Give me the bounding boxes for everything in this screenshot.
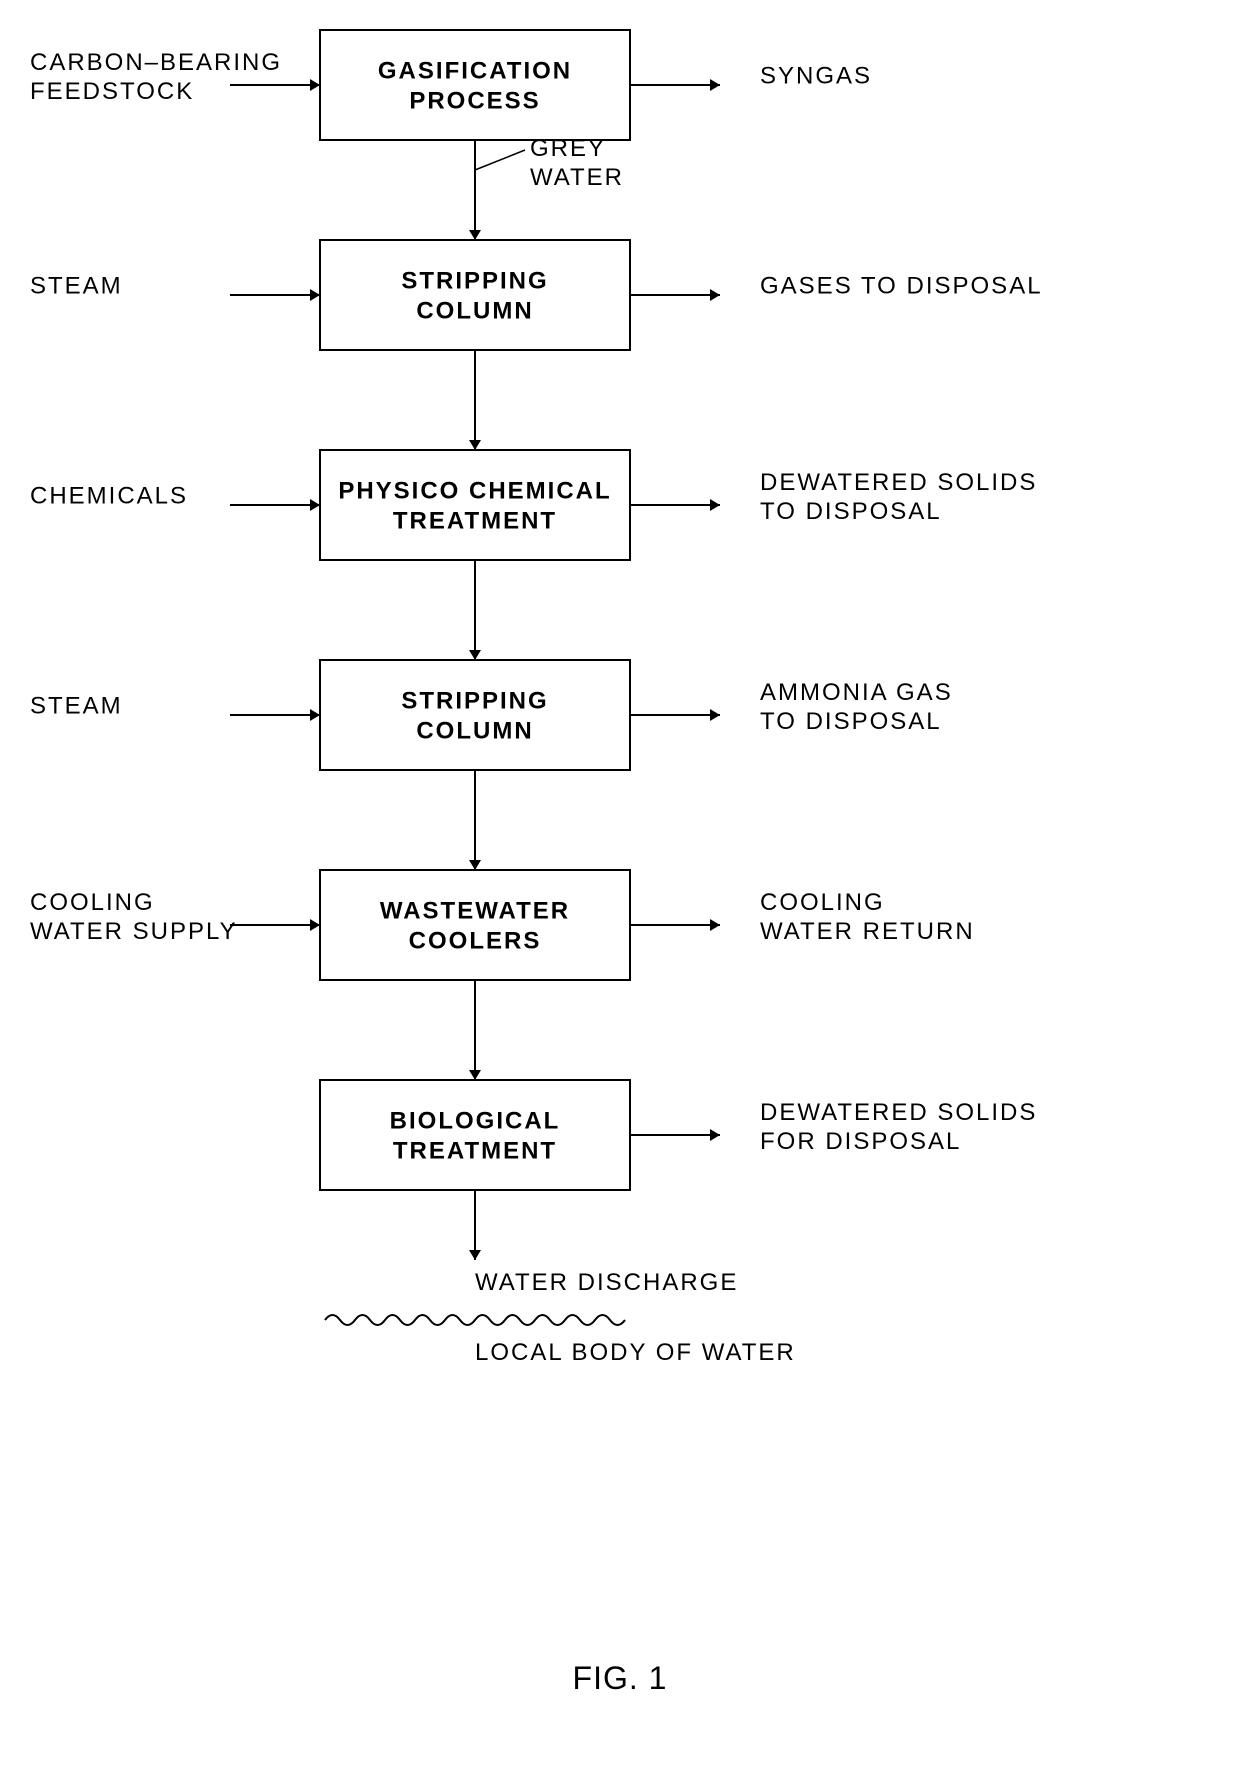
svg-text:WATER RETURN: WATER RETURN — [760, 918, 975, 945]
process-box: WASTEWATER COOLERS — [320, 870, 630, 980]
svg-text:COOLERS: COOLERS — [409, 927, 542, 954]
svg-text:GASES TO DISPOSAL: GASES TO DISPOSAL — [760, 272, 1043, 299]
svg-text:STEAM: STEAM — [30, 272, 123, 299]
svg-text:TO DISPOSAL: TO DISPOSAL — [760, 708, 942, 735]
svg-text:STEAM: STEAM — [30, 692, 123, 719]
flowchart: GASIFICATION PROCESS CARBON–BEARINGFEEDSTO… — [0, 0, 1240, 1420]
svg-text:FEEDSTOCK: FEEDSTOCK — [30, 78, 194, 105]
svg-text:PROCESS: PROCESS — [409, 87, 540, 114]
svg-text:COOLING: COOLING — [760, 889, 885, 916]
svg-text:COLUMN: COLUMN — [416, 297, 533, 324]
svg-text:COLUMN: COLUMN — [416, 717, 533, 744]
svg-text:DEWATERED SOLIDS: DEWATERED SOLIDS — [760, 1099, 1037, 1126]
svg-text:AMMONIA GAS: AMMONIA GAS — [760, 679, 953, 706]
svg-text:TREATMENT: TREATMENT — [393, 1137, 557, 1164]
figure-caption: FIG. 1 — [0, 1660, 1240, 1697]
svg-text:WATER: WATER — [530, 164, 624, 191]
process-box: STRIPPING COLUMN — [320, 240, 630, 350]
process-box: GASIFICATION PROCESS — [320, 30, 630, 140]
svg-text:SYNGAS: SYNGAS — [760, 62, 872, 89]
svg-text:GREY: GREY — [530, 135, 606, 162]
svg-text:DEWATERED SOLIDS: DEWATERED SOLIDS — [760, 469, 1037, 496]
svg-text:STRIPPING: STRIPPING — [401, 267, 548, 294]
process-box: PHYSICO CHEMICAL TREATMENT — [320, 450, 630, 560]
svg-text:BIOLOGICAL: BIOLOGICAL — [390, 1107, 561, 1134]
svg-text:COOLING: COOLING — [30, 889, 155, 916]
svg-text:CHEMICALS: CHEMICALS — [30, 482, 188, 509]
svg-text:WATER SUPPLY: WATER SUPPLY — [30, 918, 238, 945]
svg-text:TREATMENT: TREATMENT — [393, 507, 557, 534]
process-box: STRIPPING COLUMN — [320, 660, 630, 770]
svg-text:STRIPPING: STRIPPING — [401, 687, 548, 714]
svg-text:GASIFICATION: GASIFICATION — [378, 57, 572, 84]
svg-text:WASTEWATER: WASTEWATER — [380, 897, 570, 924]
svg-text:WATER DISCHARGE: WATER DISCHARGE — [475, 1269, 738, 1296]
process-box: BIOLOGICAL TREATMENT — [320, 1080, 630, 1190]
svg-text:FOR DISPOSAL: FOR DISPOSAL — [760, 1128, 961, 1155]
svg-text:CARBON–BEARING: CARBON–BEARING — [30, 49, 282, 76]
svg-text:PHYSICO CHEMICAL: PHYSICO CHEMICAL — [338, 477, 611, 504]
svg-text:LOCAL BODY OF WATER: LOCAL BODY OF WATER — [475, 1339, 796, 1366]
svg-text:TO DISPOSAL: TO DISPOSAL — [760, 498, 942, 525]
